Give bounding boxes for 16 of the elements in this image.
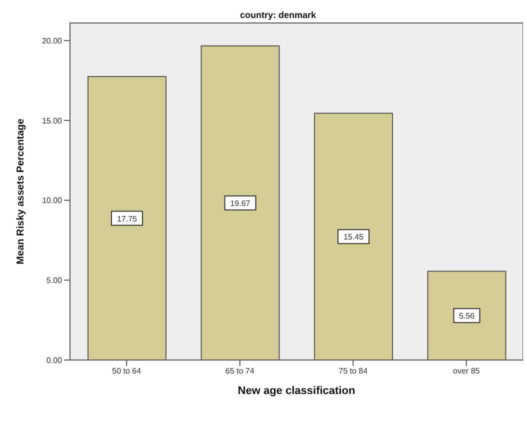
data-label: 5.56 [458, 312, 476, 321]
x-tick-label: over 85 [453, 366, 480, 376]
x-tick-label: 75 to 84 [338, 366, 368, 376]
y-tick-label: 20.00 [42, 36, 63, 46]
y-tick-label: 5.00 [46, 276, 63, 285]
y-tick-label: 15.00 [42, 116, 63, 126]
x-tick-label: 50 to 64 [112, 366, 142, 376]
chart-title: country: denmark [240, 10, 317, 20]
y-tick-label: 0.00 [46, 356, 63, 365]
y-axis-title: Mean Risky assets Percentage [16, 118, 27, 264]
y-tick-label: 10.00 [42, 196, 63, 206]
x-tick-label: 65 to 74 [225, 366, 255, 376]
data-label: 17.75 [116, 214, 138, 224]
data-label: 15.45 [343, 232, 364, 242]
x-axis-title: New age classification [238, 385, 356, 397]
data-label: 19.67 [230, 198, 251, 208]
